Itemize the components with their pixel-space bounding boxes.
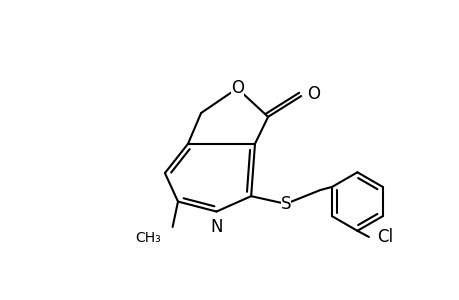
Text: O: O [307, 85, 319, 103]
Text: O: O [230, 80, 243, 98]
Text: CH₃: CH₃ [135, 231, 161, 245]
Text: S: S [280, 195, 291, 213]
Text: N: N [210, 218, 222, 236]
Text: Cl: Cl [376, 228, 392, 246]
